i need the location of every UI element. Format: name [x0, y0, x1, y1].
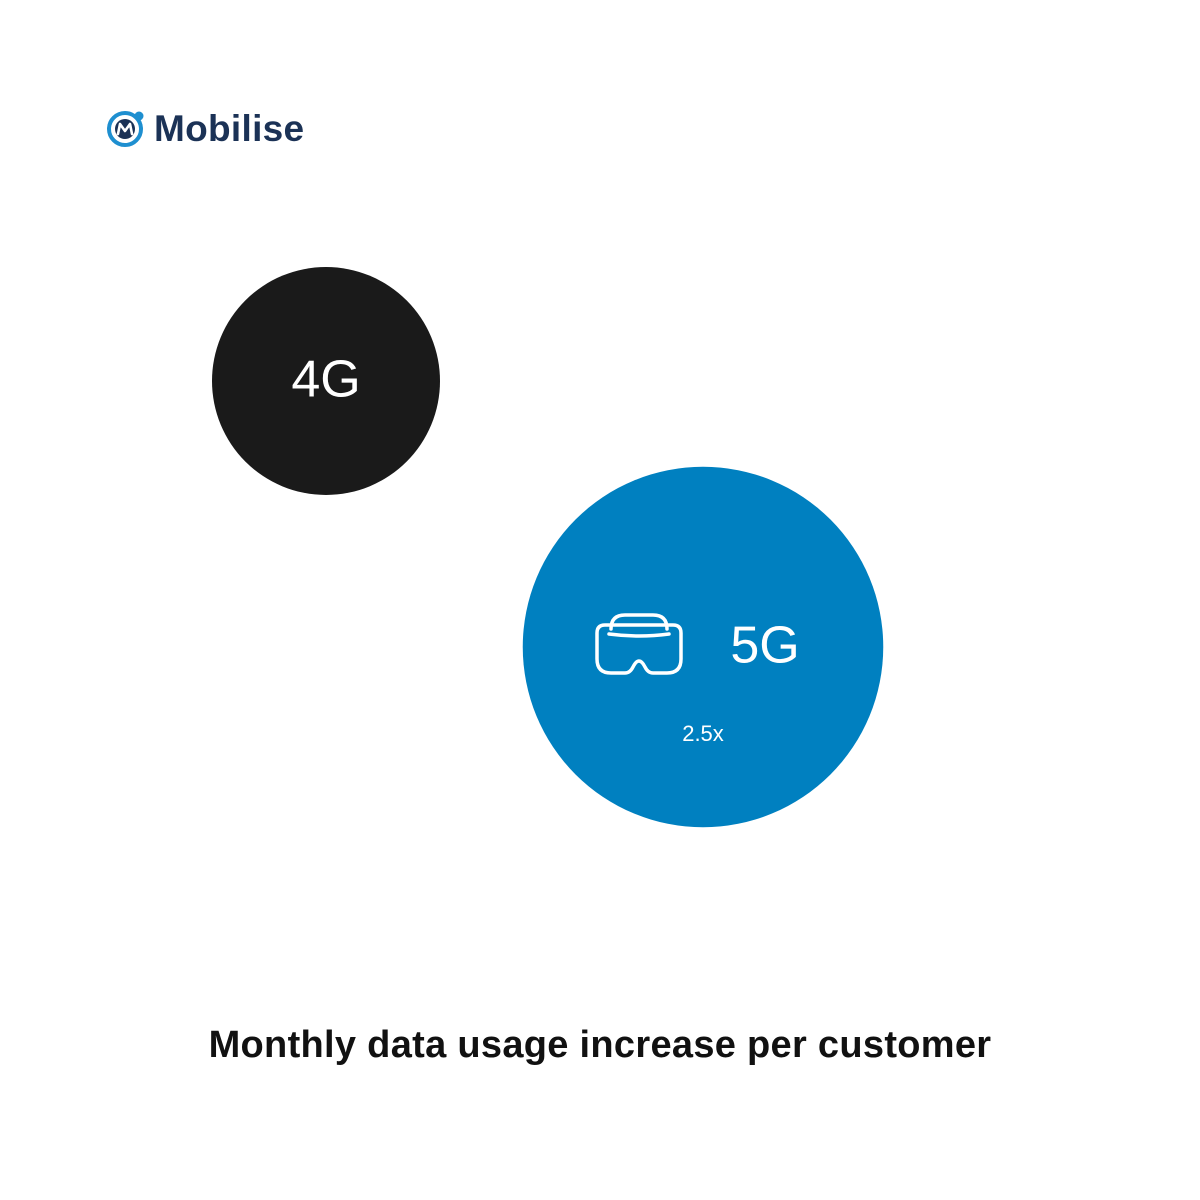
- bubble-5g-circle: [522, 466, 884, 828]
- chart-caption: Monthly data usage increase per customer: [208, 1024, 992, 1066]
- bubble-5g: 5G 2.5x: [522, 466, 884, 828]
- bubble-5g-value-label: 2.5x: [682, 721, 724, 746]
- brand-name: Mobilise: [154, 107, 305, 149]
- vr-headset-icon: [595, 613, 683, 675]
- bubble-4g-label: 4G: [291, 351, 360, 409]
- bubble-5g-label: 5G: [730, 617, 799, 675]
- bubble-4g-circle: [212, 267, 440, 495]
- brand-logo: Mobilise: [106, 104, 304, 152]
- bubble-4g: 4G: [212, 267, 440, 495]
- mobilise-logo-icon: [107, 111, 144, 147]
